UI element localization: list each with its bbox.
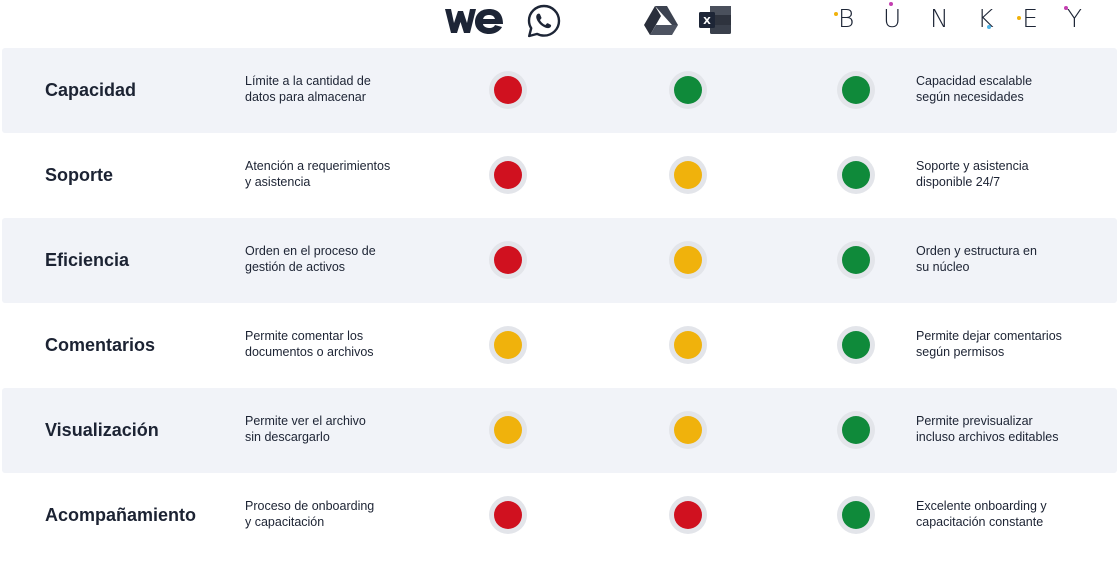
rating-indicator-drive-excel (669, 156, 707, 194)
note-line: disponible 24/7 (916, 175, 1001, 189)
note-line: Orden y estructura en (916, 244, 1037, 258)
rating-indicator-drive-excel (669, 411, 707, 449)
bunkey-letter: N (929, 4, 949, 33)
wetransfer-logo-icon (445, 9, 503, 34)
rating-indicator-wetransfer-whatsapp (489, 326, 527, 364)
criterion-label: Eficiencia (45, 250, 130, 270)
rating-indicator-bunkey (837, 241, 875, 279)
note-line: según permisos (916, 345, 1005, 359)
description-line: Proceso de onboarding (245, 499, 375, 513)
criterion-label: Visualización (45, 420, 159, 440)
rating-indicator-bunkey (837, 71, 875, 109)
comparison-row: Acompañamiento Proceso de onboarding y cap… (2, 473, 1117, 558)
excel-logo-icon: X (699, 6, 731, 34)
rating-indicator-bunkey (837, 496, 875, 534)
rating-indicator-drive-excel (669, 71, 707, 109)
note-line: según necesidades (916, 90, 1024, 104)
criterion-label: Acompañamiento (45, 505, 197, 525)
criterion-description: Orden en el proceso de gestión de activos (245, 243, 435, 275)
svg-text:X: X (703, 16, 711, 27)
comparison-row: Soporte Atención a requerimientos y asiste… (2, 133, 1117, 218)
comparison-row: Visualización Permite ver el archivo sin d… (2, 388, 1117, 473)
rating-indicator-drive-excel (669, 496, 707, 534)
criterion-label: Soporte (45, 165, 114, 185)
rating-indicator-drive-excel (669, 241, 707, 279)
bunkey-note: Soporte y asistencia disponible 24/7 (916, 158, 1116, 190)
rating-indicator-wetransfer-whatsapp (489, 156, 527, 194)
bunkey-letter: B (834, 4, 854, 34)
bunkey-note: Excelente onboarding y capacitación const… (916, 498, 1116, 530)
description-line: Permite comentar los (245, 329, 364, 343)
rating-indicator-wetransfer-whatsapp (489, 411, 527, 449)
criterion-description: Atención a requerimientos y asistencia (245, 158, 435, 190)
criterion-description: Permite ver el archivo sin descargarlo (245, 413, 435, 445)
description-line: Permite ver el archivo (245, 414, 366, 428)
comparison-table: Capacidad Límite a la cantidad de datos pa… (2, 48, 1117, 558)
rating-indicator-bunkey (837, 156, 875, 194)
note-line: Soporte y asistencia (916, 159, 1029, 173)
bunkey-note: Capacidad escalable según necesidades (916, 73, 1116, 105)
comparison-header: X B U N K E Y (0, 0, 1119, 46)
bunkey-letter: U (883, 2, 902, 33)
bunkey-note: Orden y estructura en su núcleo (916, 243, 1116, 275)
note-line: Permite previsualizar (916, 414, 1033, 428)
description-line: y asistencia (245, 175, 311, 189)
bunkey-letter: Y (1063, 4, 1082, 34)
description-line: Límite a la cantidad de (245, 74, 371, 88)
description-line: documentos o archivos (245, 345, 374, 359)
criterion-description: Permite comentar los documentos o archivo… (245, 328, 435, 360)
google-drive-logo-icon (644, 6, 678, 35)
note-line: Capacidad escalable (916, 74, 1033, 88)
description-line: Atención a requerimientos (245, 159, 391, 173)
description-line: Orden en el proceso de (245, 244, 376, 258)
comparison-row: Capacidad Límite a la cantidad de datos pa… (2, 48, 1117, 133)
description-line: gestión de activos (245, 260, 346, 274)
bunkey-logo-icon: B U N K E Y (834, 2, 1082, 34)
description-line: sin descargarlo (245, 430, 330, 444)
note-line: Permite dejar comentarios (916, 329, 1062, 343)
criterion-label: Comentarios (45, 335, 156, 355)
criterion-description: Límite a la cantidad de datos para almace… (245, 73, 435, 105)
comparison-row: Eficiencia Orden en el proceso de gestión … (2, 218, 1117, 303)
note-line: capacitación constante (916, 515, 1044, 529)
comparison-row: Comentarios Permite comentar los documento… (2, 303, 1117, 388)
description-line: datos para almacenar (245, 90, 366, 104)
bunkey-note: Permite previsualizar incluso archivos ed… (916, 413, 1116, 445)
rating-indicator-bunkey (837, 326, 875, 364)
rating-indicator-wetransfer-whatsapp (489, 496, 527, 534)
note-line: incluso archivos editables (916, 430, 1059, 444)
rating-indicator-wetransfer-whatsapp (489, 71, 527, 109)
bunkey-letter: E (1017, 4, 1038, 34)
note-line: Excelente onboarding y (916, 499, 1047, 513)
rating-indicator-bunkey (837, 411, 875, 449)
criterion-label: Capacidad (45, 80, 137, 100)
whatsapp-logo-icon (527, 4, 561, 38)
note-line: su núcleo (916, 260, 970, 274)
bunkey-letter: K (977, 4, 994, 33)
rating-indicator-drive-excel (669, 326, 707, 364)
criterion-description: Proceso de onboarding y capacitación (245, 498, 435, 530)
description-line: y capacitación (245, 515, 325, 529)
rating-indicator-wetransfer-whatsapp (489, 241, 527, 279)
bunkey-note: Permite dejar comentarios según permisos (916, 328, 1116, 360)
